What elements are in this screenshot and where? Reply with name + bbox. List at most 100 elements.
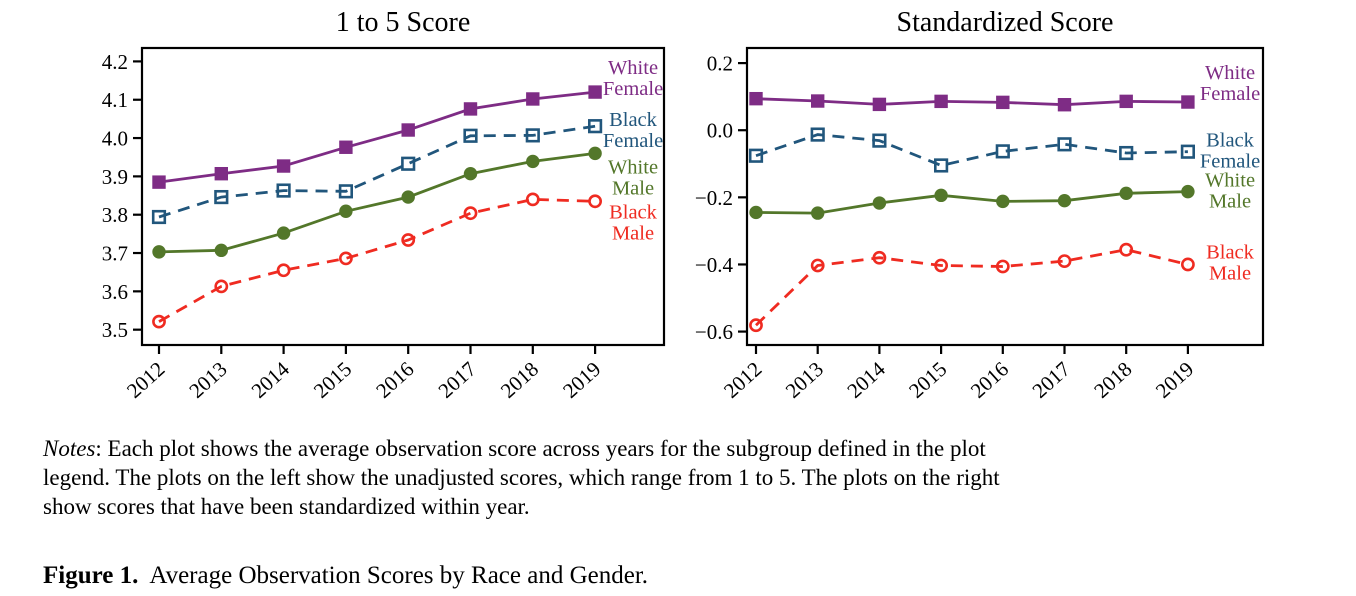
- series-marker-black-female: [872, 133, 887, 148]
- series-marker-white-male: [1181, 184, 1195, 199]
- x-axis-tick-label: 2015: [904, 357, 951, 403]
- legend-label-white-male: White: [608, 156, 658, 178]
- x-axis-tick-label: 2012: [719, 357, 766, 403]
- series-marker-white-female: [401, 123, 415, 137]
- chart-title: Standardized Score: [897, 7, 1114, 38]
- series-line-white-female: [755, 97, 1188, 107]
- x-axis-tick-label: 2013: [781, 357, 828, 403]
- series-marker-white-male: [152, 245, 166, 259]
- y-axis-tick-label: 4.1: [102, 88, 128, 112]
- series-marker-white-male: [1057, 193, 1072, 208]
- figure-caption: Figure 1. Average Observation Scores by R…: [43, 561, 648, 591]
- series-marker-white-male: [214, 243, 228, 258]
- series-marker-black-male: [463, 206, 478, 221]
- x-axis-tick-label: 2017: [1028, 357, 1075, 403]
- x-axis-tick-label: 2019: [1151, 357, 1198, 403]
- series-marker-black-female: [748, 148, 764, 163]
- legend-label-black-female: Black: [1206, 130, 1255, 152]
- series-line-black-male: [158, 197, 596, 323]
- legend-label-black-female: Black: [609, 109, 658, 131]
- y-axis-tick-label: −0.6: [695, 320, 733, 344]
- series-marker-white-male: [1119, 186, 1133, 201]
- series-marker-black-female: [587, 119, 603, 134]
- notes-line-1-text: : Each plot shows the average observatio…: [95, 436, 986, 461]
- chart-right: Standardized Score 0.2 0.0 −0.2 −0.4 −0.6 2012…: [695, 7, 1265, 403]
- legend-label-white-male: Male: [1209, 191, 1251, 213]
- legend-label-black-female: Female: [1200, 151, 1260, 173]
- notes-line-3: show scores that have been standardized …: [43, 494, 530, 519]
- y-axis-tick-label: 3.9: [102, 165, 128, 189]
- series-marker-white-female: [1119, 94, 1133, 109]
- series-marker-black-female: [276, 183, 291, 198]
- x-axis-tick-label: 2014: [842, 357, 890, 403]
- notes-line-2: legend. The plots on the left show the u…: [43, 465, 1000, 490]
- series-marker-white-female: [463, 102, 478, 116]
- series-marker-black-male: [588, 194, 602, 209]
- series-marker-black-female: [214, 189, 229, 205]
- y-axis-tick-label: 0.0: [707, 119, 733, 143]
- y-axis-tick-label: 3.5: [102, 318, 128, 342]
- series-marker-black-female: [1180, 144, 1195, 159]
- series-marker-white-female: [276, 159, 291, 173]
- figure-notes: Notes: Each plot shows the average obser…: [43, 434, 1333, 521]
- legend-label-black-male: Male: [1209, 262, 1251, 284]
- legend-label-black-male: Black: [609, 201, 658, 223]
- series-marker-white-female: [526, 92, 540, 106]
- series-marker-black-male: [152, 314, 166, 329]
- series-marker-white-male: [996, 194, 1010, 209]
- series-marker-white-female: [996, 95, 1010, 110]
- y-axis-tick-label: 3.6: [102, 280, 128, 304]
- series-marker-white-female: [588, 85, 602, 99]
- series-marker-white-male: [588, 146, 602, 161]
- series-marker-black-male: [214, 279, 229, 294]
- series-marker-black-male: [749, 318, 763, 333]
- legend-label-black-male: Black: [1206, 241, 1255, 263]
- y-axis-tick-label: 3.8: [102, 203, 128, 227]
- y-axis-tick-label: 4.2: [102, 50, 128, 74]
- legend-label-white-male: Male: [612, 177, 654, 199]
- series-marker-white-female: [1181, 95, 1195, 109]
- series-marker-black-female: [1119, 145, 1134, 161]
- series-marker-white-male: [401, 190, 415, 204]
- series-marker-black-male: [401, 233, 416, 247]
- charts-canvas: 1 to 5 Score 3.5 3.6 3.7 3.8 3.9 4.0 4.1 4.2 2012…: [102, 7, 1265, 403]
- series-marker-black-male: [1181, 257, 1195, 272]
- series-marker-black-male: [995, 259, 1010, 274]
- series-marker-black-male: [276, 263, 291, 278]
- figure-caption-label: Figure 1.: [43, 562, 139, 589]
- series-line-white-male: [158, 152, 596, 254]
- chart-left: 1 to 5 Score 3.5 3.6 3.7 3.8 3.9 4.0 4.1 4.2 2012…: [102, 7, 666, 403]
- series-marker-black-male: [338, 251, 353, 266]
- legend-label-white-male: White: [1205, 170, 1255, 192]
- legend-label-black-female: Female: [603, 130, 663, 152]
- notes-line-1: Notes: Each plot shows the average obser…: [43, 434, 1333, 463]
- series-marker-white-female: [339, 140, 353, 154]
- series-marker-black-male: [525, 192, 540, 207]
- series-marker-white-female: [1057, 98, 1072, 112]
- legend-label-white-female: White: [608, 57, 658, 79]
- notes-label: Notes: [43, 436, 96, 461]
- legend-label-white-female: Female: [1200, 83, 1260, 105]
- series-marker-black-female: [810, 127, 825, 142]
- x-axis-tick-label: 2016: [371, 357, 418, 403]
- x-axis-tick-label: 2016: [966, 357, 1013, 403]
- series-marker-white-male: [811, 206, 825, 220]
- series-line-black-male: [755, 248, 1189, 327]
- series-marker-white-female: [811, 94, 825, 108]
- series-marker-white-female: [934, 94, 948, 109]
- series-marker-black-male: [872, 250, 887, 265]
- x-axis-tick-label: 2015: [309, 357, 356, 403]
- series-marker-white-male: [526, 154, 540, 169]
- series-marker-white-female: [872, 97, 887, 112]
- y-axis-tick-label: 4.0: [102, 127, 128, 151]
- series-marker-white-male: [872, 196, 887, 210]
- y-axis-tick-label: 3.7: [102, 242, 128, 266]
- series-marker-white-female: [152, 175, 166, 189]
- x-axis-tick-label: 2019: [558, 357, 605, 403]
- series-marker-black-female: [525, 128, 540, 143]
- x-axis-tick-label: 2017: [434, 357, 481, 403]
- series-line-black-female: [755, 133, 1188, 167]
- legend-label-white-female: White: [1205, 62, 1255, 84]
- series-marker-white-male: [749, 205, 763, 220]
